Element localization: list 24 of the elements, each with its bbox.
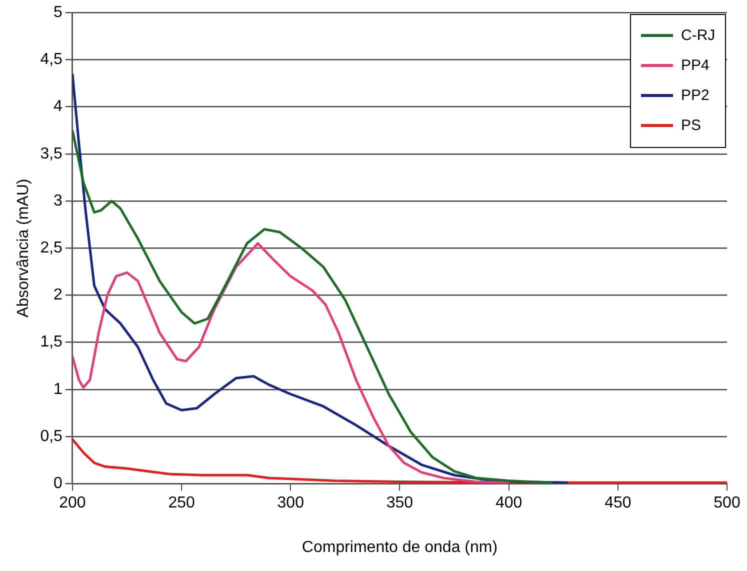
x-tick-label: 300	[277, 494, 304, 512]
x-tick-label: 450	[604, 494, 632, 512]
y-tick-label: 5	[54, 4, 63, 22]
x-tick-label: 350	[386, 494, 414, 512]
y-tick-label: 0	[54, 475, 63, 492]
x-tick-label: 200	[59, 494, 86, 512]
y-tick-label: 3	[54, 192, 63, 210]
y-tick-label: 4	[54, 98, 63, 116]
x-tick-label: 500	[714, 494, 740, 512]
legend-label: PP4	[681, 57, 710, 74]
y-tick-label: 4,5	[40, 51, 63, 68]
legend-label: C-RJ	[681, 27, 716, 44]
y-tick-label: 3,5	[40, 145, 63, 162]
y-tick-label: 1	[54, 380, 63, 398]
y-tick-label: 2	[54, 286, 63, 304]
y-tick-label: 2,5	[40, 240, 63, 257]
legend-label: PP2	[681, 87, 710, 104]
x-tick-label: 400	[495, 494, 522, 512]
x-tick-label: 250	[168, 494, 195, 512]
y-tick-label: 0,5	[40, 428, 63, 445]
x-axis-title: Comprimento de onda (nm)	[302, 538, 498, 556]
y-tick-label: 1,5	[40, 334, 63, 351]
legend-label: PS	[681, 117, 702, 134]
y-axis-title: Absorvância (mAU)	[15, 178, 32, 318]
